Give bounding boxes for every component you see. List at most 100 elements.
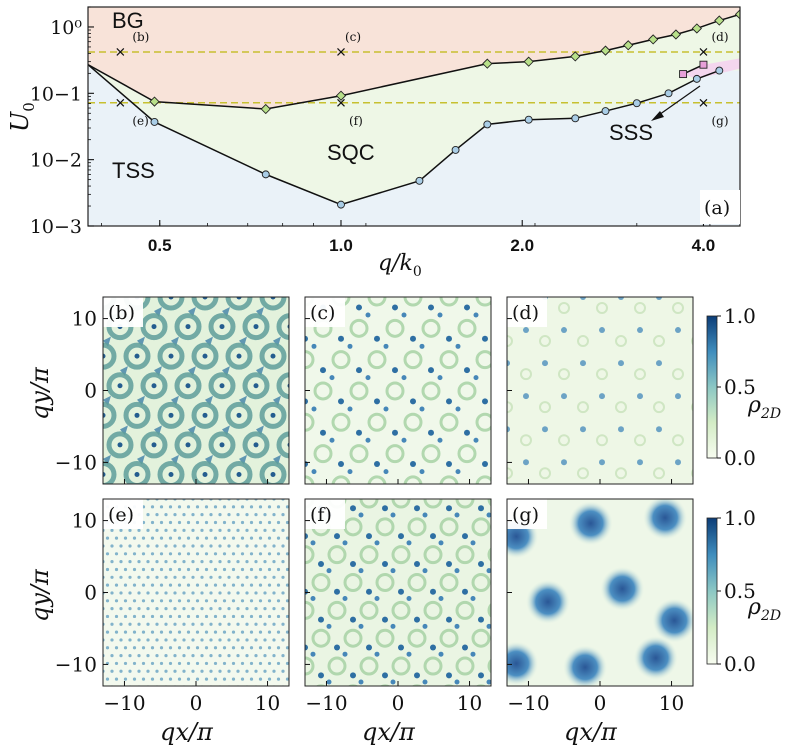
density-peak (164, 669, 168, 673)
density-ring (242, 372, 270, 400)
density-peak (227, 513, 231, 517)
density-peak (305, 335, 308, 342)
density-ring (423, 545, 443, 565)
density-peak (128, 654, 132, 658)
panel-label-bg (305, 499, 345, 529)
density-peak (318, 560, 324, 567)
density-peak (114, 599, 119, 603)
density-peak (196, 490, 199, 493)
density-peak (222, 646, 227, 650)
density-peak (492, 532, 497, 537)
density-peak (267, 583, 272, 587)
density-peak (350, 505, 356, 512)
density-peak (241, 490, 244, 493)
tss-sqc-marker (483, 120, 492, 129)
density-ring (421, 444, 441, 464)
density-ring (41, 493, 63, 515)
density-peak (182, 575, 186, 579)
density-peak (159, 630, 164, 634)
density-peak (437, 312, 443, 318)
density-peak (580, 426, 586, 433)
density-ring (596, 434, 608, 447)
density-peak (272, 669, 276, 673)
density-peak (542, 426, 548, 433)
density-ring (407, 628, 427, 648)
density-peak (656, 228, 662, 234)
panel-label: (d) (512, 302, 539, 324)
density-peak (232, 490, 235, 493)
density-peak (249, 505, 254, 509)
density-peak (500, 492, 506, 498)
density-ring (305, 656, 315, 676)
density-peak (204, 505, 209, 509)
density-ring (691, 336, 693, 346)
density-peak (276, 583, 281, 587)
density-ring (455, 545, 475, 565)
density-peak (270, 412, 276, 418)
density-triangle (222, 425, 230, 436)
density-ring (691, 402, 693, 412)
density-peak (462, 644, 468, 651)
density-peak (263, 669, 267, 673)
density-peak (694, 360, 700, 366)
density-peak (267, 536, 272, 540)
density-peak (276, 520, 281, 525)
density-peak (599, 393, 605, 400)
density-peak (227, 528, 231, 532)
density-triangle (120, 366, 128, 377)
density-peak (123, 599, 128, 603)
density-triangle (120, 484, 128, 494)
density-peak (311, 469, 317, 475)
density-peak (438, 250, 443, 255)
density-peak (231, 505, 236, 509)
density-peak (185, 442, 191, 448)
tss-sqc-boundary-line (88, 64, 720, 206)
density-triangle (120, 425, 128, 436)
density-peak (101, 235, 106, 240)
density-peak (222, 583, 227, 587)
density-peak (182, 591, 186, 595)
heat-x-tick-label: 0 (190, 691, 203, 715)
density-peak (146, 591, 150, 595)
density-peak (160, 693, 163, 696)
bg-sqc-marker (648, 34, 659, 45)
density-peak (146, 607, 150, 611)
density-ring (174, 313, 202, 341)
density-ring (208, 372, 236, 400)
density-peak (114, 630, 119, 634)
density-triangle (69, 337, 77, 347)
tss-sqc-marker (715, 66, 724, 75)
density-peak (223, 490, 226, 493)
density-peak (240, 614, 245, 619)
density-peak (263, 528, 267, 532)
density-ring (495, 258, 511, 274)
density-ring (126, 227, 148, 249)
density-peak (464, 429, 470, 436)
density-peak (168, 471, 174, 477)
y-tick-label-a: 10−3 (30, 216, 82, 238)
density-peak (146, 528, 150, 532)
density-peak (142, 490, 145, 493)
density-peak (177, 536, 182, 540)
density-peak (200, 528, 204, 532)
density-peak (430, 700, 436, 706)
panel-label: (c) (310, 302, 335, 324)
density-peak (92, 638, 95, 641)
density-peak (281, 654, 285, 658)
density-triangle (188, 484, 196, 494)
density-peak (141, 567, 146, 572)
density-peak (580, 297, 586, 300)
density-peak (350, 672, 356, 679)
colorbar-tick-label: 1.0 (724, 506, 756, 530)
density-peak (272, 575, 276, 579)
density-peak (182, 513, 186, 517)
density-peak (392, 492, 398, 498)
density-peak (350, 560, 356, 567)
density-peak (486, 568, 491, 574)
density-peak (410, 461, 416, 468)
density-peak (245, 669, 249, 673)
density-peak (110, 669, 114, 673)
density-ring (455, 499, 475, 509)
density-peak (146, 622, 150, 626)
density-peak (168, 567, 173, 572)
